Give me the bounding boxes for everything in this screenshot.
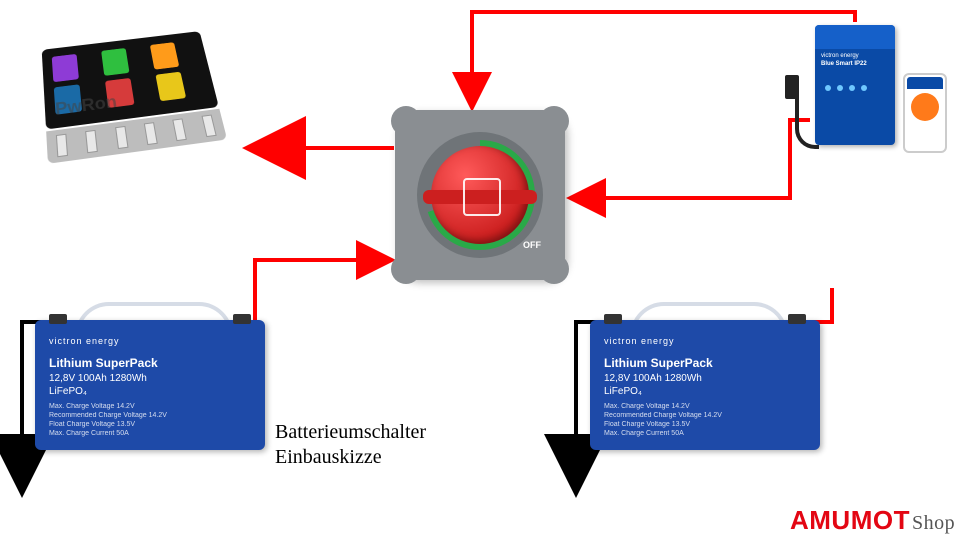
wire-battery-left-to-switch xyxy=(255,260,392,322)
battery-left: victron energy Lithium SuperPack 12,8V 1… xyxy=(35,320,265,460)
brand-logo: AMUMOTShop xyxy=(790,505,955,536)
logo-sub: Shop xyxy=(912,512,955,534)
charger-model: Blue Smart IP22 xyxy=(821,61,867,67)
battery-spec: 12,8V 100Ah 1280Wh xyxy=(49,373,147,384)
battery-brand: victron energy xyxy=(49,336,167,348)
smartphone-icon xyxy=(903,73,947,153)
battery-right: victron energy Lithium SuperPack 12,8V 1… xyxy=(590,320,820,460)
battery-model: Lithium SuperPack xyxy=(49,356,158,370)
diagram-caption: Batterieumschalter Einbauskizze xyxy=(275,420,426,470)
wire-charger-to-switch-side xyxy=(570,120,810,198)
switch-off-label: OFF xyxy=(523,240,541,250)
charger-brand: victron energy xyxy=(821,53,859,59)
diagram-canvas: PwRon OFF victron energy Blue Smart IP22 xyxy=(0,0,960,540)
battery-spec: 12,8V 100Ah 1280Wh xyxy=(604,373,702,384)
fuse-box: PwRon xyxy=(42,31,229,170)
battery-charger: victron energy Blue Smart IP22 xyxy=(815,25,895,145)
battery-chem: LiFePO₄ xyxy=(604,385,722,398)
battery-chem: LiFePO₄ xyxy=(49,385,167,398)
fuse-0 xyxy=(52,54,79,82)
logo-main: AMUMOT xyxy=(790,505,910,535)
fuse-1 xyxy=(101,48,129,76)
battery-brand: victron energy xyxy=(604,336,722,348)
battery-selector-switch: OFF xyxy=(395,110,565,280)
battery-model: Lithium SuperPack xyxy=(604,356,713,370)
wire-battery-right-pos xyxy=(810,288,832,322)
fuse-5 xyxy=(155,72,186,102)
fuse-2 xyxy=(150,42,179,70)
